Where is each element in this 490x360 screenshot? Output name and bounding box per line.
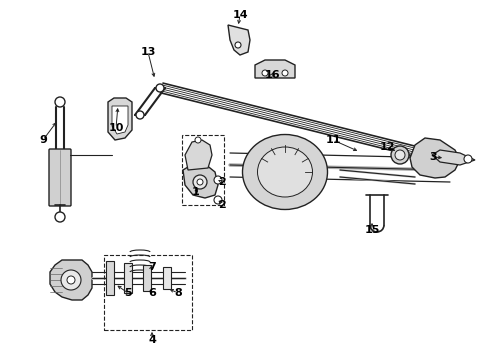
- Circle shape: [193, 175, 207, 189]
- Polygon shape: [108, 98, 132, 140]
- Text: 14: 14: [232, 10, 248, 20]
- Polygon shape: [410, 138, 460, 178]
- Ellipse shape: [258, 147, 313, 197]
- Circle shape: [282, 70, 288, 76]
- Circle shape: [197, 179, 203, 185]
- Polygon shape: [228, 25, 250, 55]
- Bar: [106, 261, 114, 295]
- Text: 10: 10: [108, 123, 123, 133]
- Text: 13: 13: [140, 47, 156, 57]
- Ellipse shape: [243, 135, 327, 210]
- Polygon shape: [185, 140, 212, 170]
- Circle shape: [136, 111, 144, 119]
- Text: 7: 7: [148, 262, 156, 272]
- Text: 1: 1: [192, 187, 200, 197]
- Circle shape: [67, 276, 75, 284]
- Circle shape: [214, 176, 222, 184]
- Polygon shape: [112, 106, 128, 134]
- Circle shape: [262, 70, 268, 76]
- Text: 9: 9: [39, 135, 47, 145]
- Ellipse shape: [391, 146, 409, 164]
- Circle shape: [464, 155, 472, 163]
- Text: 16: 16: [264, 70, 280, 80]
- Polygon shape: [432, 150, 475, 165]
- Circle shape: [195, 137, 201, 143]
- Polygon shape: [255, 60, 295, 78]
- Text: 5: 5: [124, 288, 132, 298]
- FancyBboxPatch shape: [49, 149, 71, 206]
- Circle shape: [214, 196, 222, 204]
- Text: 2: 2: [218, 200, 226, 210]
- Circle shape: [156, 84, 164, 92]
- Bar: [124, 263, 132, 293]
- Text: 8: 8: [174, 288, 182, 298]
- Circle shape: [55, 97, 65, 107]
- Bar: [163, 267, 171, 289]
- Text: 6: 6: [148, 288, 156, 298]
- Bar: [143, 265, 151, 291]
- Circle shape: [235, 42, 241, 48]
- Circle shape: [61, 270, 81, 290]
- Polygon shape: [183, 164, 218, 198]
- Text: 11: 11: [325, 135, 341, 145]
- Text: 12: 12: [379, 142, 395, 152]
- Text: 4: 4: [148, 335, 156, 345]
- Text: 3: 3: [429, 152, 437, 162]
- Text: 15: 15: [364, 225, 380, 235]
- Circle shape: [55, 212, 65, 222]
- Polygon shape: [50, 260, 92, 300]
- Ellipse shape: [395, 150, 405, 160]
- Text: 2: 2: [218, 177, 226, 187]
